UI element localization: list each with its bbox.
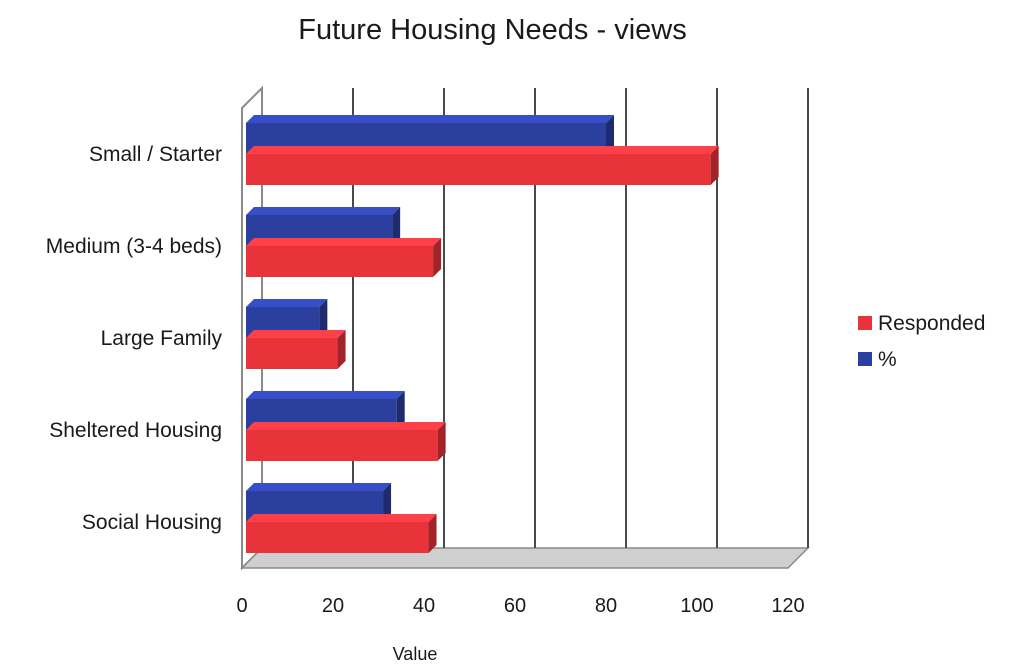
- bar: [246, 330, 346, 369]
- legend: Responded%: [858, 312, 985, 371]
- bar-top: [246, 146, 719, 154]
- x-tick-labels: 0 20 40 60 80 100 120: [236, 595, 804, 617]
- bar-front: [246, 246, 434, 277]
- x-tick-label: 80: [595, 595, 617, 617]
- bar: [246, 422, 446, 461]
- legend-label: %: [878, 348, 897, 371]
- category-label: Social Housing: [82, 511, 222, 534]
- bar: [246, 238, 442, 277]
- bar-top: [246, 391, 405, 399]
- bar: [246, 514, 437, 553]
- bar-end: [319, 299, 328, 338]
- legend-label: Responded: [878, 312, 985, 335]
- bar-end: [606, 115, 614, 154]
- category-label: Small / Starter: [89, 143, 222, 166]
- bar-top: [246, 207, 401, 215]
- category-label: Medium (3-4 beds): [46, 235, 222, 258]
- x-tick-label: 20: [322, 595, 344, 617]
- bar-end: [392, 207, 401, 246]
- chart-title: Future Housing Needs - views: [298, 14, 687, 46]
- bar-front: [246, 338, 338, 369]
- bar-end: [428, 514, 437, 553]
- bar-top: [246, 238, 442, 246]
- bar-end: [710, 146, 719, 185]
- bar-top: [246, 483, 392, 491]
- bar-end: [383, 483, 392, 522]
- x-tick-label: 60: [504, 595, 526, 617]
- category-label: Sheltered Housing: [49, 419, 222, 442]
- bar-end: [433, 238, 442, 277]
- bar: [246, 146, 719, 185]
- legend-swatch: [858, 352, 872, 366]
- bar-end: [396, 391, 405, 430]
- bars: [246, 115, 719, 553]
- bar-top: [246, 330, 346, 338]
- bar-end: [337, 330, 346, 369]
- x-tick-label: 40: [413, 595, 435, 617]
- x-tick-label: 100: [680, 595, 713, 617]
- x-axis-label: Value: [393, 644, 438, 664]
- category-labels: Small / Starter Medium (3-4 beds) Large Fa…: [46, 143, 223, 534]
- bar-front: [246, 430, 438, 461]
- category-label: Large Family: [101, 327, 223, 350]
- x-tick-label: 0: [236, 595, 247, 617]
- bar-top: [246, 514, 437, 522]
- bar-top: [246, 422, 446, 430]
- bar-end: [437, 422, 446, 461]
- x-tick-label: 120: [771, 595, 804, 617]
- bar-front: [246, 522, 429, 553]
- bar-front: [246, 154, 711, 185]
- bar-top: [246, 299, 328, 307]
- legend-swatch: [858, 316, 872, 330]
- bar-top: [246, 115, 614, 123]
